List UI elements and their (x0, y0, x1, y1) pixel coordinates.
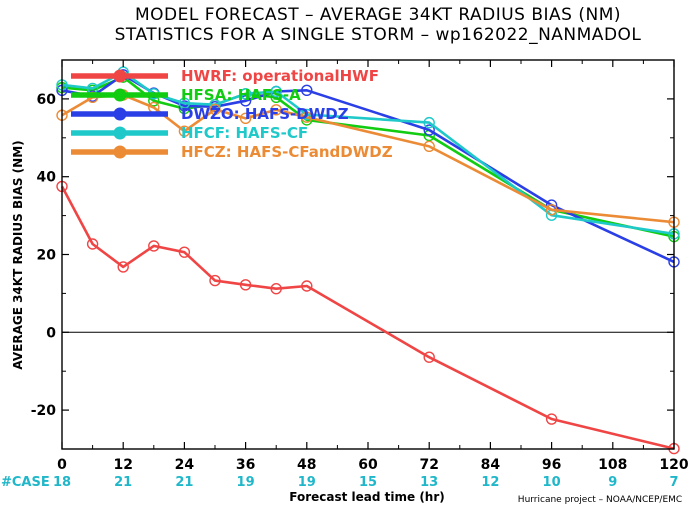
case-count: 9 (608, 475, 617, 490)
legend-label-0: HWRF: operationalHWF (181, 67, 379, 85)
x-tick-label: 120 (659, 457, 688, 473)
y-axis-label: AVERAGE 34KT RADIUS BIAS (NM) (11, 140, 25, 369)
data-point (423, 116, 435, 129)
x-tick-label: 0 (57, 457, 67, 473)
chart-title-line2: STATISTICS FOR A SINGLE STORM – wp162022… (115, 25, 642, 45)
y-tick-label: -20 (31, 403, 57, 419)
credit-text: Hurricane project – NOAA/NCEP/EMC (518, 495, 682, 505)
chart-title-line1: MODEL FORECAST – AVERAGE 34KT RADIUS BIA… (135, 5, 621, 25)
x-tick-label: 84 (481, 457, 501, 473)
case-count: 19 (298, 475, 316, 490)
legend-marker-2 (113, 107, 127, 121)
data-point (209, 103, 221, 116)
y-tick-label: 40 (37, 170, 57, 186)
case-count: 7 (669, 475, 678, 490)
data-point (209, 274, 221, 287)
x-tick-label: 72 (419, 457, 438, 473)
legend-label-1: HFSA: HAFS-A (181, 86, 301, 104)
data-point (545, 204, 558, 216)
data-point (423, 140, 435, 153)
x-tick-label: 12 (113, 457, 132, 473)
data-point (270, 283, 282, 295)
x-tick-label: 24 (175, 457, 195, 473)
data-point (239, 88, 252, 100)
data-point (239, 95, 252, 107)
data-point (270, 104, 282, 116)
x-tick-label: 96 (542, 457, 561, 473)
data-point (301, 280, 313, 292)
case-count: 12 (481, 475, 499, 490)
data-point (178, 97, 191, 109)
data-point (545, 413, 558, 425)
data-point (178, 246, 191, 258)
legend-marker-4 (113, 145, 127, 159)
case-count: 19 (237, 475, 255, 490)
legend-marker-3 (113, 126, 127, 140)
x-tick-label: 48 (297, 457, 316, 473)
data-point (239, 112, 252, 125)
data-point (239, 279, 252, 291)
y-tick-label: 60 (37, 92, 57, 108)
case-count: 21 (114, 475, 132, 490)
series-line-0 (60, 185, 675, 450)
data-point (423, 351, 435, 363)
data-point (117, 261, 129, 273)
x-tick-label: 60 (358, 457, 378, 473)
data-point (148, 240, 160, 252)
data-point (86, 238, 99, 250)
case-count: 21 (175, 475, 193, 490)
legend-label-2: DWZO: HAFS-DWDZ (181, 105, 349, 123)
case-count: 18 (53, 475, 71, 490)
legend-marker-0 (113, 69, 127, 83)
case-label: #CASE (1, 475, 50, 490)
data-point (270, 85, 282, 98)
case-count: 10 (543, 475, 561, 490)
y-tick-label: 20 (37, 248, 57, 264)
x-tick-label: 108 (598, 457, 627, 473)
legend-marker-1 (113, 88, 127, 102)
data-point (423, 124, 435, 136)
data-point (301, 111, 313, 123)
case-count: 13 (420, 475, 438, 490)
x-tick-label: 36 (236, 457, 255, 473)
y-tick-label: 0 (46, 325, 56, 341)
case-count: 15 (359, 475, 377, 490)
legend-label-3: HFCF: HAFS-CF (181, 124, 308, 142)
legend-label-4: HFCZ: HAFS-CFandDWDZ (181, 143, 393, 161)
x-axis-label: Forecast lead time (hr) (289, 490, 445, 504)
data-point (178, 125, 191, 137)
data-point (301, 84, 313, 97)
